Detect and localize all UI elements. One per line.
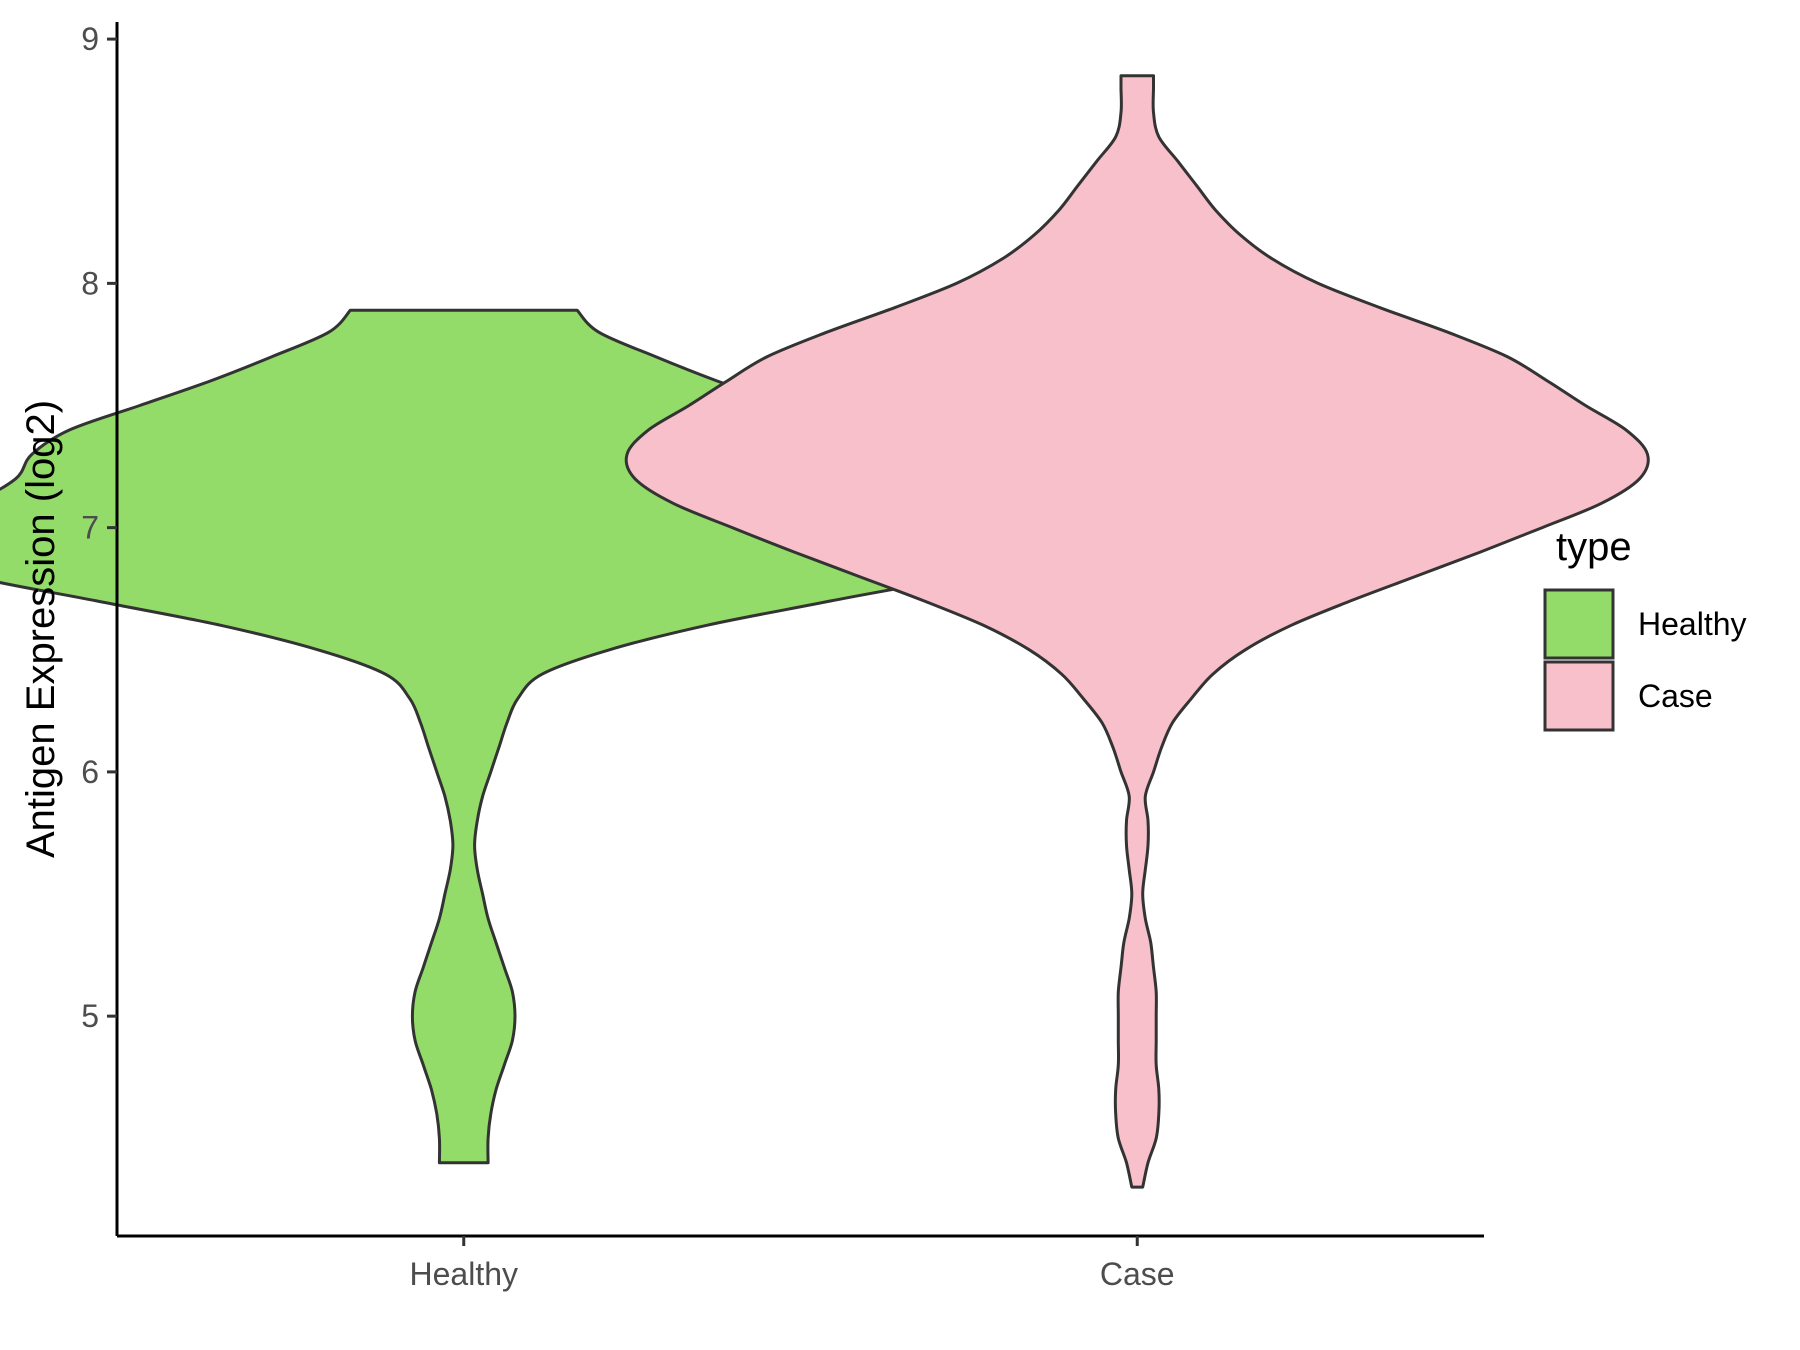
y-tick-label: 9 (81, 21, 99, 57)
legend-label-case: Case (1638, 678, 1713, 714)
legend: type Healthy Case (1543, 525, 1747, 732)
legend-title: type (1556, 525, 1632, 569)
y-axis-ticks: 5 6 7 8 9 (81, 21, 117, 1034)
y-tick-label: 7 (81, 510, 99, 546)
legend-swatch-case (1543, 660, 1615, 732)
violin-case (624, 74, 1650, 1189)
y-tick-label: 6 (81, 754, 99, 790)
y-tick-label: 8 (81, 265, 99, 301)
legend-swatch-healthy (1543, 588, 1615, 660)
x-tick-label: Case (1100, 1256, 1175, 1292)
legend-label-healthy: Healthy (1638, 606, 1747, 642)
y-tick-label: 5 (81, 998, 99, 1034)
x-tick-label: Healthy (410, 1256, 519, 1292)
x-axis-ticks: Healthy Case (410, 1236, 1175, 1292)
violins-layer (0, 74, 1650, 1189)
y-axis-title: Antigen Expression (log2) (19, 400, 63, 858)
